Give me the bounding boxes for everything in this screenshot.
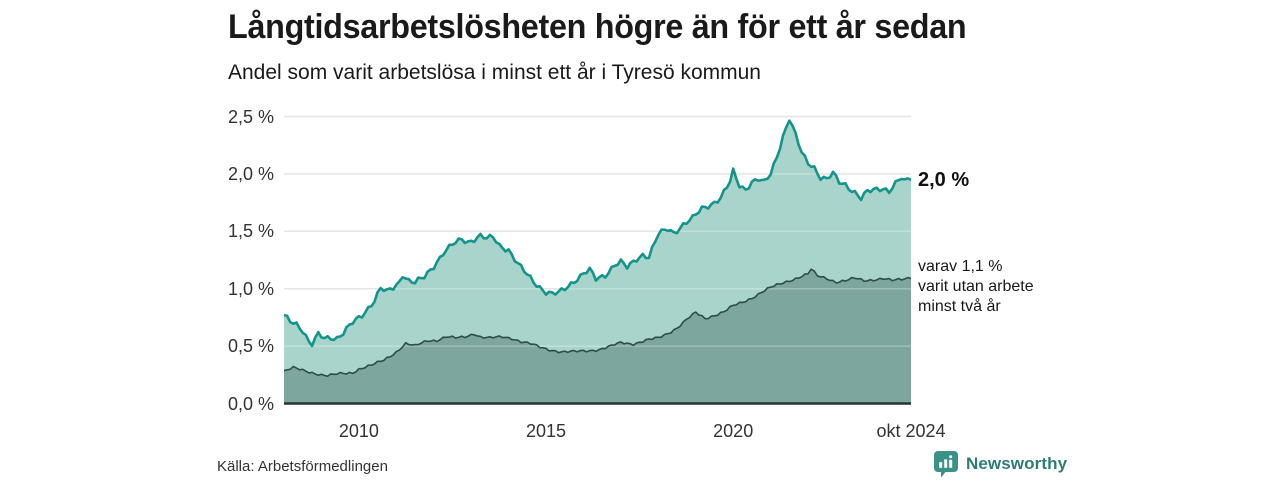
series-end-label-total: 2,0 % — [918, 169, 970, 191]
subset-label-line: varav 1,1 % — [918, 258, 1003, 275]
x-tick-label: 2015 — [525, 421, 567, 441]
line-series-2 — [284, 268, 911, 378]
unemployment-area-chart — [284, 115, 911, 405]
newsworthy-bubble-chart-icon — [934, 451, 958, 478]
subset-label-line: minst två år — [918, 298, 1001, 315]
y-tick-label: 2,5 % — [227, 106, 274, 127]
x-tick-label: 2010 — [338, 421, 379, 441]
y-tick-label: 0,0 % — [227, 393, 274, 414]
y-tick-label: 2,0 % — [227, 163, 274, 184]
newsworthy-logo[interactable]: Newsworthy — [933, 450, 1067, 478]
line-series-1 — [284, 119, 911, 348]
y-tick-label: 1,0 % — [227, 278, 274, 299]
y-tick-label: 0,5 % — [227, 336, 274, 357]
area-series-2 — [284, 269, 911, 404]
newsworthy-wordmark: Newsworthy — [966, 454, 1068, 473]
series-end-label-subset: varav 1,1 % varit utan arbete minst två … — [918, 257, 1034, 317]
x-tick-label: okt 2024 — [876, 421, 946, 441]
y-tick-label: 1,5 % — [227, 221, 274, 242]
page-title: Långtidsarbetslösheten högre än för ett … — [228, 8, 967, 46]
x-tick-label: 2020 — [713, 421, 754, 441]
subset-label-line: varit utan arbete — [918, 278, 1034, 295]
chart-subtitle: Andel som varit arbetslösa i minst ett å… — [228, 61, 761, 84]
source-credit: Källa: Arbetsförmedlingen — [217, 458, 388, 475]
